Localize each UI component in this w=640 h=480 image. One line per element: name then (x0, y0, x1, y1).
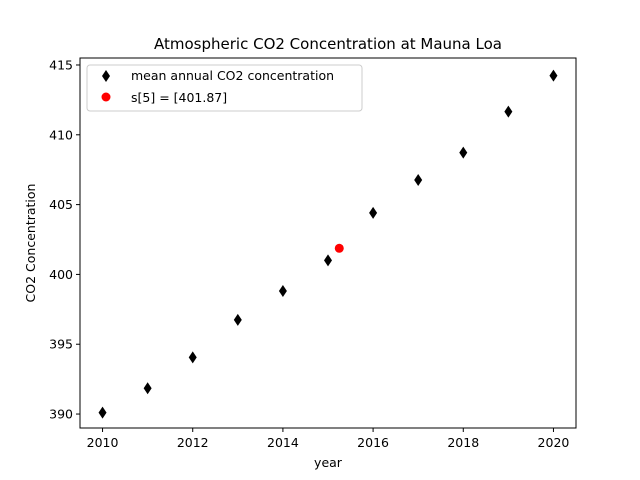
data-point-annual (324, 254, 332, 267)
chart-title: Atmospheric CO2 Concentration at Mauna L… (154, 35, 502, 53)
legend: mean annual CO2 concentration s[5] = [40… (86, 64, 363, 112)
data-point-annual (143, 382, 152, 395)
x-tick-label: 2016 (357, 435, 389, 450)
y-tick-label: 390 (49, 407, 73, 422)
y-axis: 390 395 400 405 410 415 (49, 57, 80, 422)
y-tick-label: 395 (49, 337, 73, 352)
legend-box (86, 64, 363, 112)
data-point-annual (504, 105, 513, 118)
data-point-annual (188, 351, 197, 364)
legend-circle-marker (101, 92, 111, 102)
data-point-annual (549, 69, 558, 82)
data-point-annual (98, 406, 107, 419)
y-tick-label: 400 (49, 267, 73, 282)
x-tick-label: 2018 (447, 435, 479, 450)
x-tick-label: 2020 (538, 435, 570, 450)
x-axis-label: year (314, 455, 343, 470)
data-point-annual (459, 146, 468, 159)
y-tick-label: 405 (49, 197, 73, 212)
plot-area (79, 57, 577, 429)
y-tick-label: 415 (49, 57, 73, 72)
data-point-annual (369, 206, 378, 219)
data-point-highlight (334, 243, 344, 253)
data-point-annual (414, 174, 423, 187)
data-point-annual (233, 313, 242, 326)
x-tick-label: 2014 (267, 435, 299, 450)
y-axis-label: CO2 Concentration (23, 184, 38, 303)
x-axis: 2010 2012 2014 2016 2018 2020 (87, 428, 570, 450)
legend-entry-point: s[5] = [401.87] (131, 90, 227, 105)
plot-frame (79, 57, 577, 429)
x-tick-label: 2010 (87, 435, 119, 450)
legend-entry-annual: mean annual CO2 concentration (131, 68, 334, 83)
y-tick-label: 410 (49, 127, 73, 142)
x-tick-label: 2012 (177, 435, 209, 450)
legend-diamond-marker (102, 70, 110, 82)
data-point-annual (278, 285, 287, 298)
data-markers (98, 69, 558, 419)
